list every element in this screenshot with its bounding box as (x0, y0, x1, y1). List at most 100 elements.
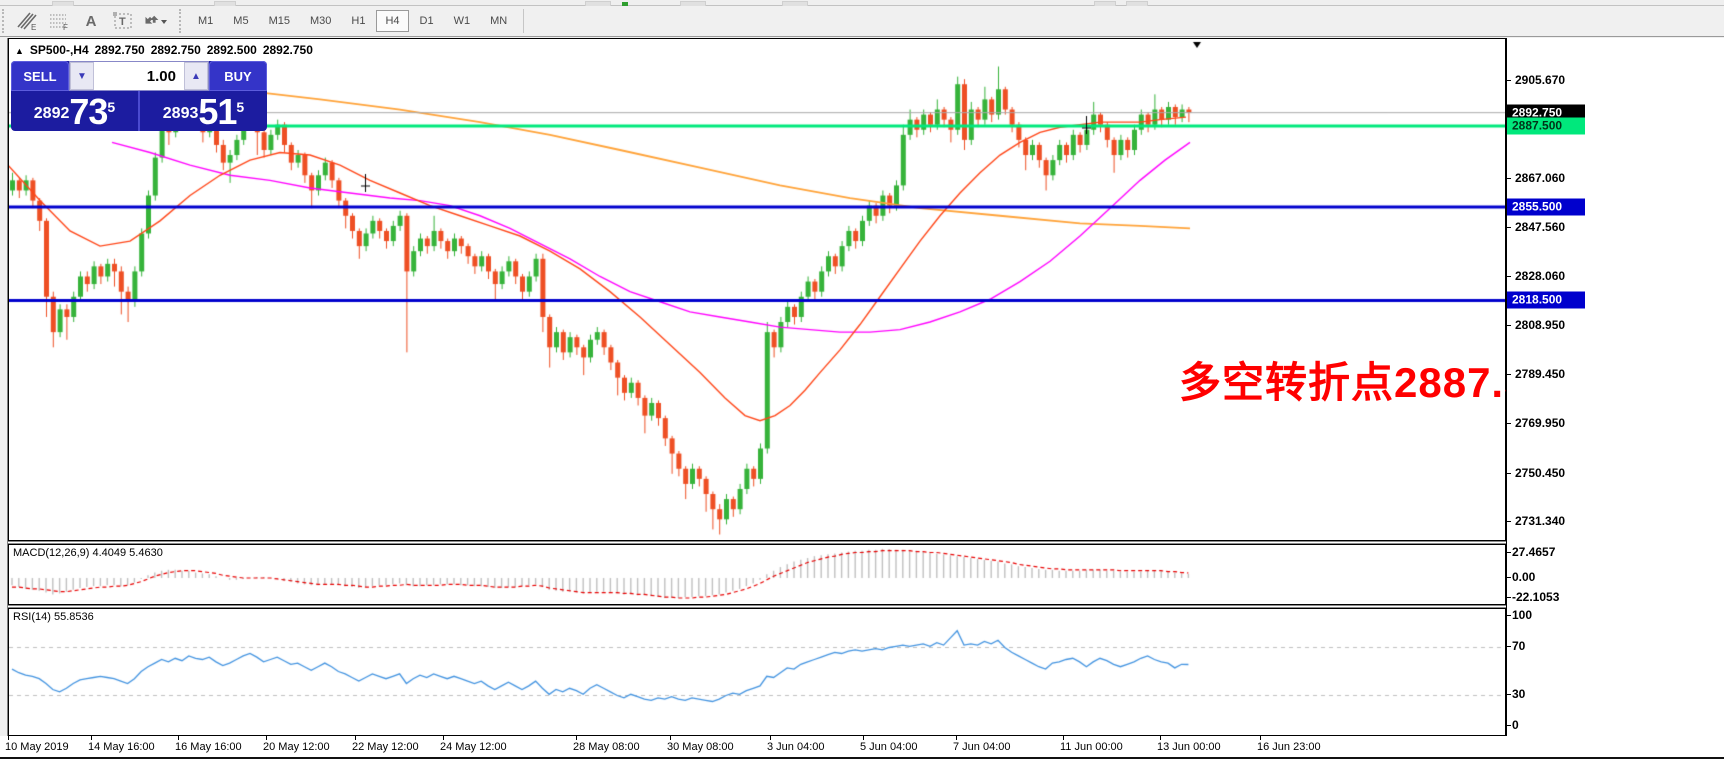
time-tick-label: 16 Jun 23:00 (1257, 741, 1321, 753)
svg-text:T: T (119, 16, 126, 28)
price-badge: 2892.750 (1507, 104, 1585, 122)
time-tick (770, 736, 771, 740)
time-tick (670, 736, 671, 740)
price-badge: 2855.500 (1507, 198, 1585, 216)
toolbar-fragment (680, 1, 706, 6)
indicator-tick-label: 30 (1512, 687, 1526, 701)
arrow-objects-icon (145, 15, 167, 24)
left-gutter (0, 38, 8, 762)
price-tick (1506, 325, 1511, 326)
price-badge: 2887.500 (1507, 117, 1585, 135)
time-tick-label: 22 May 12:00 (352, 741, 419, 753)
time-axis[interactable]: 10 May 2019 14 May 16:00 16 May 16:00 20 Ma… (0, 736, 1724, 762)
indicator-tick (1506, 725, 1511, 726)
sell-price[interactable]: 2892 73 5 (11, 91, 138, 131)
price-tick (1506, 473, 1511, 474)
time-tick (956, 736, 957, 740)
indicator-tick (1506, 646, 1511, 647)
rsi-label: RSI(14) 55.8536 (13, 611, 94, 623)
time-tick (443, 736, 444, 740)
top-toolbar: E F A T (0, 0, 1724, 37)
arrow-objects-button[interactable] (140, 8, 170, 34)
price-badge: 2818.500 (1507, 291, 1585, 309)
indicator-tick (1506, 597, 1511, 598)
timeframe-button-h4[interactable]: H4 (376, 10, 409, 32)
toolbar-fragment (52, 1, 74, 6)
price-tick-label: 2750.450 (1515, 466, 1566, 480)
price-tick (1506, 178, 1511, 179)
time-tick-label: 24 May 12:00 (440, 741, 507, 753)
price-tick-label: 2808.950 (1515, 318, 1566, 332)
time-tick-label: 16 May 16:00 (175, 741, 242, 753)
time-tick (355, 736, 356, 740)
macd-panel[interactable]: MACD(12,26,9) 4.4049 5.4630 (8, 544, 1506, 605)
symbol-period-label: SP500-,H4 (29, 43, 89, 57)
toolbar-grip[interactable] (2, 9, 9, 33)
time-tick (91, 736, 92, 740)
rsi-panel[interactable]: RSI(14) 55.8536 (8, 608, 1506, 736)
toolbar-fragment (214, 1, 236, 6)
indicator-tick (1506, 577, 1511, 578)
toolbar-fragment (585, 1, 611, 6)
buy-button[interactable]: BUY (209, 61, 267, 91)
macd-label: MACD(12,26,9) 4.4049 5.4630 (13, 547, 163, 559)
timeframe-button-h1[interactable]: H1 (351, 15, 366, 27)
svg-text:F: F (63, 23, 68, 31)
indicator-tick-label: 0 (1512, 718, 1519, 732)
price-axis[interactable]: 2905.670 2867.060 2847.560 2828.060 2808.950… (1506, 38, 1724, 762)
sell-button[interactable]: SELL (11, 61, 69, 91)
volume-input[interactable] (94, 62, 184, 90)
time-tick-label: 30 May 08:00 (667, 741, 734, 753)
timeframe-button-m30[interactable]: M30 (309, 15, 332, 27)
panel-separator[interactable] (8, 605, 1506, 608)
time-tick-label: 14 May 16:00 (88, 741, 155, 753)
low-value: 2892.500 (206, 43, 257, 57)
timeframe-button-d1[interactable]: D1 (419, 15, 434, 27)
panel-collapse-arrow[interactable]: ▲ (15, 46, 24, 56)
time-tick (1160, 736, 1161, 740)
time-tick-label: 11 Jun 00:00 (1060, 741, 1123, 753)
indicator-tick-label: 0.00 (1512, 570, 1536, 584)
dropdown-caret-icon (161, 20, 167, 24)
chart-header: ▲ SP500-,H4 2892.750 2892.750 2892.500 2892.7… (15, 43, 319, 57)
timeframe-button-mn[interactable]: MN (490, 15, 508, 27)
chart-annotation-text[interactable]: 多空转折点2887.5 (1179, 359, 1529, 406)
timeframe-button-m15[interactable]: M15 (268, 15, 290, 27)
toolbar-separator (523, 9, 525, 33)
toolbar-fragment (782, 1, 808, 6)
indicator-tick (1506, 552, 1511, 553)
volume-increase-button[interactable]: ▲ (184, 62, 208, 90)
buy-price[interactable]: 2893 51 5 (140, 91, 267, 131)
indicator-lines-e-icon: E (17, 12, 37, 31)
panel-separator[interactable] (8, 541, 1506, 544)
timeframe-button-m1[interactable]: M1 (198, 15, 214, 27)
volume-decrease-button[interactable]: ▼ (70, 62, 94, 90)
timeframe-button-m5[interactable]: M5 (233, 15, 249, 27)
indicator-lines-e-button[interactable]: E (12, 8, 42, 34)
chart-area: ▲ SP500-,H4 2892.750 2892.750 2892.500 2892.7… (0, 38, 1724, 762)
price-tick-label: 2789.450 (1515, 367, 1566, 381)
indicator-tick (1506, 694, 1511, 695)
time-tick-label: 5 Jun 04:00 (860, 741, 918, 753)
textbox-t-icon: T (113, 12, 132, 29)
price-tick (1506, 423, 1511, 424)
grid-f-icon: F (50, 14, 68, 31)
toolbar-grip[interactable] (179, 9, 186, 33)
price-tick (1506, 276, 1511, 277)
price-chart-panel[interactable]: ▲ SP500-,H4 2892.750 2892.750 2892.500 2892.7… (8, 38, 1527, 541)
time-tick (576, 736, 577, 740)
buy-price-big: 51 (198, 91, 237, 132)
indicator-tick-label: -22.1053 (1512, 590, 1560, 604)
trade-panel-divider (138, 91, 140, 131)
timeframe-button-w1[interactable]: W1 (453, 15, 471, 27)
rsi-canvas[interactable] (9, 609, 1505, 735)
text-button[interactable]: A (85, 12, 97, 30)
macd-canvas[interactable] (9, 545, 1505, 604)
price-tick (1506, 374, 1511, 375)
price-tick (1506, 227, 1511, 228)
price-tick (1506, 521, 1511, 522)
buy-price-sup: 5 (236, 99, 245, 115)
price-tick-label: 2905.670 (1515, 73, 1566, 87)
grid-f-button[interactable]: F (44, 8, 74, 34)
text-label-button[interactable]: T (108, 8, 138, 34)
